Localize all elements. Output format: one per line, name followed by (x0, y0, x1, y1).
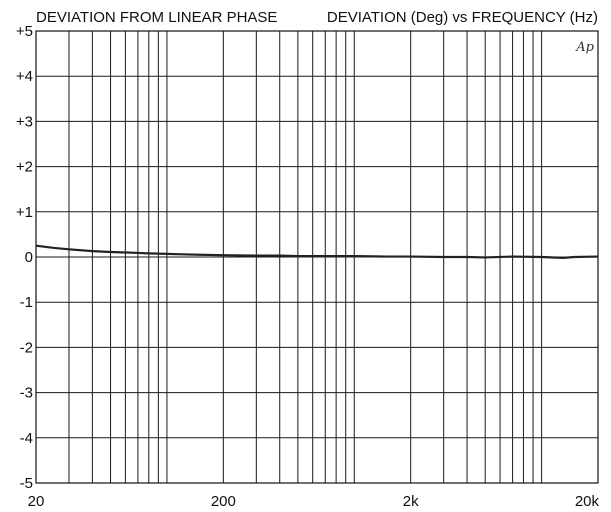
y-tick-label: +5 (16, 23, 33, 40)
chart-title-left: DEVIATION FROM LINEAR PHASE (36, 9, 277, 26)
y-tick-label: +1 (16, 204, 33, 221)
x-tick-label: 20k (575, 493, 600, 510)
x-tick-label: 200 (211, 493, 236, 510)
series-line (35, 244, 599, 259)
x-tick-labels: 20 200 2k 20k (28, 493, 600, 510)
series-layer (35, 244, 599, 259)
chart-title-right: DEVIATION (Deg) vs FREQUENCY (Hz) (327, 9, 598, 26)
y-tick-labels: +5 +4 +3 +2 +1 0 -1 -2 -3 -4 -5 (16, 23, 33, 492)
y-tick-label: +3 (16, 113, 33, 130)
y-tick-label: +2 (16, 159, 33, 176)
y-tick-label: -3 (20, 385, 33, 402)
y-tick-label: +4 (16, 68, 33, 85)
y-tick-label: -2 (20, 339, 33, 356)
x-tick-label: 2k (403, 493, 419, 510)
ap-logo-mark: Ap (575, 40, 594, 55)
y-tick-label: -1 (20, 294, 33, 311)
y-tick-label: -4 (20, 430, 33, 447)
y-tick-label: 0 (25, 249, 33, 266)
x-tick-label: 20 (28, 493, 45, 510)
y-tick-label: -5 (20, 475, 33, 492)
